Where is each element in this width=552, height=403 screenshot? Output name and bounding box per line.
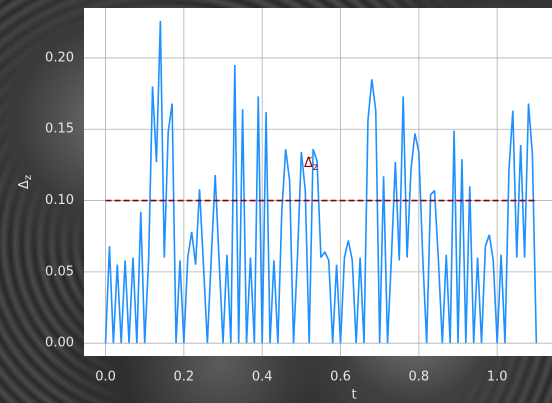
x-tick-label: 1.0: [487, 370, 508, 385]
x-tick-label: 0.6: [330, 370, 351, 385]
y-tick-label: 0.15: [45, 122, 74, 137]
annotation: Δ̃z: [304, 156, 318, 174]
y-tick-label: 0.00: [45, 336, 74, 351]
x-tick-label: 0.4: [252, 370, 273, 385]
y-tick-label: 0.20: [45, 50, 74, 65]
x-axis-label: t: [351, 388, 356, 403]
x-tick-label: 0.0: [95, 370, 116, 385]
data-line: [104, 20, 538, 344]
x-tick-label: 0.2: [174, 370, 195, 385]
y-tick-label: 0.05: [45, 264, 74, 279]
y-tick-label: 0.10: [45, 193, 74, 208]
y-axis-label: Δz: [17, 175, 35, 189]
x-tick-label: 0.8: [409, 370, 430, 385]
